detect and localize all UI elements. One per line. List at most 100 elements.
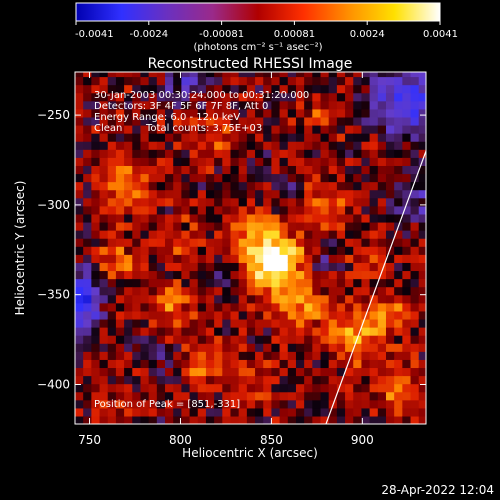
image-pixel — [230, 383, 240, 393]
image-pixel — [107, 415, 117, 424]
image-pixel — [124, 141, 133, 150]
image-pixel — [230, 76, 240, 86]
image-pixel — [83, 270, 92, 280]
image-pixel — [91, 351, 101, 360]
image-pixel — [238, 246, 248, 255]
image-pixel — [312, 165, 322, 175]
image-pixel — [246, 108, 256, 118]
image-pixel — [181, 149, 191, 158]
image-pixel — [328, 205, 338, 215]
annotation-clean: Clean — [94, 123, 122, 134]
image-pixel — [148, 294, 158, 304]
image-pixel — [402, 133, 412, 142]
image-pixel — [279, 84, 289, 94]
image-pixel — [83, 407, 92, 417]
image-pixel — [173, 367, 182, 377]
image-pixel — [91, 165, 101, 175]
image-pixel — [377, 399, 387, 409]
image-pixel — [173, 310, 182, 320]
image-pixel — [148, 108, 158, 118]
image-pixel — [377, 343, 387, 352]
image-pixel — [287, 165, 297, 175]
image-pixel — [124, 230, 133, 239]
image-pixel — [353, 141, 363, 150]
image-pixel — [410, 72, 420, 78]
image-pixel — [91, 124, 101, 134]
image-pixel — [287, 72, 297, 78]
image-pixel — [156, 238, 166, 247]
image-pixel — [246, 246, 256, 255]
image-pixel — [148, 286, 158, 296]
image-pixel — [385, 173, 395, 183]
image-pixel — [263, 359, 273, 369]
image-pixel — [99, 383, 109, 393]
image-pixel — [197, 254, 207, 263]
image-pixel — [148, 343, 158, 352]
image-pixel — [336, 165, 346, 175]
image-pixel — [336, 213, 346, 223]
image-pixel — [75, 92, 84, 102]
image-pixel — [156, 254, 166, 263]
image-pixel — [336, 149, 346, 158]
image-pixel — [238, 375, 248, 385]
image-pixel — [197, 335, 207, 344]
image-pixel — [75, 351, 84, 360]
image-pixel — [99, 327, 109, 336]
image-pixel — [214, 205, 223, 215]
image-pixel — [312, 116, 322, 126]
image-pixel — [83, 262, 92, 272]
x-axis-ticks: 750 800 850 900 — [78, 72, 374, 447]
image-pixel — [255, 391, 264, 401]
image-pixel — [255, 76, 264, 86]
image-pixel — [214, 238, 223, 247]
image-pixel — [246, 221, 256, 231]
image-pixel — [279, 367, 289, 377]
image-pixel — [91, 318, 101, 328]
image-pixel — [271, 100, 281, 110]
image-pixel — [156, 327, 166, 336]
image-pixel — [83, 141, 92, 150]
image-pixel — [140, 351, 150, 360]
image-pixel — [156, 270, 166, 280]
image-pixel — [287, 294, 297, 304]
image-pixel — [124, 181, 133, 191]
image-pixel — [263, 92, 273, 102]
image-pixel — [320, 391, 330, 401]
image-pixel — [181, 92, 191, 102]
image-pixel — [140, 213, 150, 223]
image-pixel — [214, 246, 223, 255]
image-pixel — [205, 92, 215, 102]
image-pixel — [140, 76, 150, 86]
image-pixel — [197, 351, 207, 360]
image-pixel — [336, 205, 346, 215]
image-pixel — [189, 205, 199, 215]
image-pixel — [263, 181, 273, 191]
image-pixel — [345, 270, 354, 280]
image-pixel — [189, 213, 199, 223]
image-pixel — [345, 351, 354, 360]
image-pixel — [295, 181, 305, 191]
image-pixel — [295, 359, 305, 369]
image-pixel — [279, 246, 289, 255]
image-pixel — [140, 100, 150, 110]
image-pixel — [181, 173, 191, 183]
image-pixel — [230, 133, 240, 142]
image-pixel — [394, 327, 403, 336]
image-pixel — [402, 415, 412, 424]
image-pixel — [377, 108, 387, 118]
image-pixel — [124, 92, 133, 102]
image-pixel — [345, 375, 354, 385]
image-pixel — [394, 76, 403, 86]
image-pixel — [320, 72, 330, 78]
image-pixel — [181, 141, 191, 150]
image-pixel — [99, 335, 109, 344]
image-pixel — [410, 133, 420, 142]
image-pixel — [304, 92, 313, 102]
image-pixel — [165, 399, 174, 409]
image-pixel — [295, 230, 305, 239]
image-pixel — [140, 327, 150, 336]
image-pixel — [230, 84, 240, 94]
image-pixel — [271, 189, 281, 199]
image-pixel — [205, 278, 215, 288]
image-pixel — [124, 157, 133, 166]
